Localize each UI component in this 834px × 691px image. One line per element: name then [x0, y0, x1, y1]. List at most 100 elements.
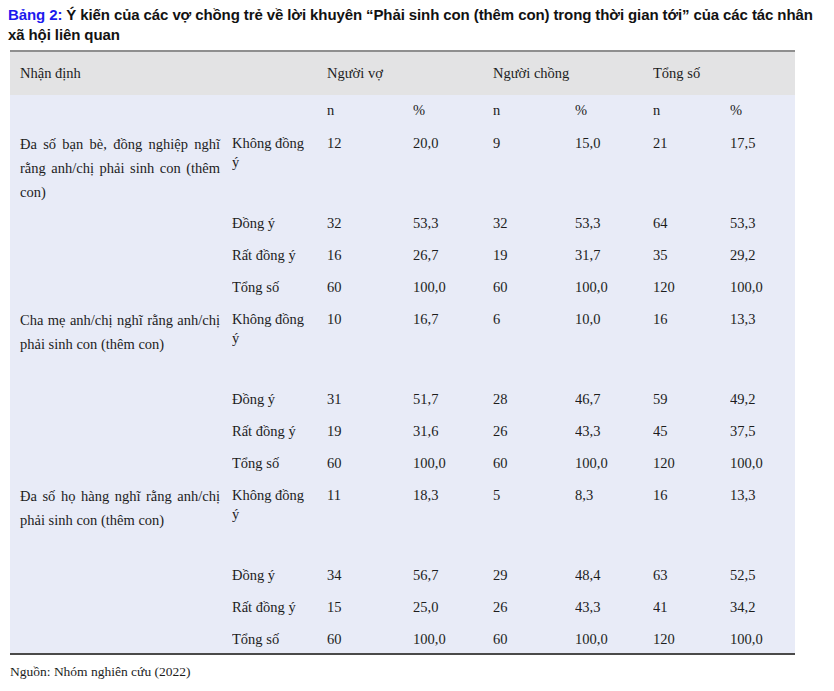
value-cell: 15: [327, 590, 413, 622]
row-label-cell: Đồng ý: [232, 382, 327, 414]
column-header-husband-n: n: [493, 95, 575, 126]
value-cell: 26: [493, 590, 575, 622]
value-cell: 64: [653, 206, 730, 238]
value-cell: 31: [327, 382, 413, 414]
value-cell: 11: [327, 478, 413, 558]
value-cell: 100,0: [730, 270, 795, 302]
value-cell: 53,3: [413, 206, 493, 238]
value-cell: 60: [493, 446, 575, 478]
column-header-total: Tổng số: [653, 51, 795, 95]
value-cell: 6: [493, 302, 575, 382]
value-cell: 53,3: [575, 206, 653, 238]
row-label-cell: Không đồng ý: [232, 478, 327, 558]
value-cell: 25,0: [413, 590, 493, 622]
value-cell: 35: [653, 238, 730, 270]
table-header: Nhận định Người vợ Người chồng Tổng số n…: [10, 51, 795, 126]
row-label-text: Đồng ý: [232, 566, 275, 585]
column-header-wife-pct: %: [413, 95, 493, 126]
table-header-row-groups: Nhận định Người vợ Người chồng Tổng số: [10, 51, 795, 95]
value-cell: 52,5: [730, 558, 795, 590]
value-cell: 53,3: [730, 206, 795, 238]
value-cell: 100,0: [730, 446, 795, 478]
value-cell: 120: [653, 270, 730, 302]
value-cell: 29: [493, 558, 575, 590]
value-cell: 120: [653, 622, 730, 654]
row-label-text: Rất đồng ý: [232, 422, 296, 441]
row-label-cell: Đồng ý: [232, 206, 327, 238]
value-cell: 9: [493, 126, 575, 206]
value-cell: 17,5: [730, 126, 795, 206]
column-header-total-n: n: [653, 95, 730, 126]
table-row: Đa số bạn bè, đồng nghiệp nghĩ rằng anh/…: [10, 126, 795, 206]
value-cell: 60: [493, 270, 575, 302]
table-caption-text: Ý kiến của các vợ chồng trẻ về lời khuyê…: [8, 6, 813, 43]
value-cell: 100,0: [730, 622, 795, 654]
column-header-empty: [10, 95, 327, 126]
table-caption-label: Bảng 2:: [8, 6, 62, 23]
value-cell: 120: [653, 446, 730, 478]
value-cell: 43,3: [575, 414, 653, 446]
statement-cell: Đa số họ hàng nghĩ rằng anh/chị phải sin…: [10, 478, 232, 654]
row-label-text: Rất đồng ý: [232, 246, 296, 265]
row-label-text: Không đồng ý: [232, 486, 312, 524]
source-note: Nguồn: Nhóm nghiên cứu (2022): [10, 664, 824, 680]
value-cell: 5: [493, 478, 575, 558]
table-row: Cha mẹ anh/chị nghĩ rằng anh/chị phải si…: [10, 302, 795, 382]
column-header-husband: Người chồng: [493, 51, 653, 95]
value-cell: 31,6: [413, 414, 493, 446]
column-header-statement: Nhận định: [10, 51, 327, 95]
row-label-text: Tổng số: [232, 630, 279, 649]
row-label-text: Tổng số: [232, 278, 279, 297]
value-cell: 20,0: [413, 126, 493, 206]
row-label-cell: Rất đồng ý: [232, 238, 327, 270]
row-label-text: Rất đồng ý: [232, 598, 296, 617]
value-cell: 8,3: [575, 478, 653, 558]
column-header-total-pct: %: [730, 95, 795, 126]
row-label-text: Đồng ý: [232, 390, 275, 409]
value-cell: 63: [653, 558, 730, 590]
page: Bảng 2:Ý kiến của các vợ chồng trẻ về lờ…: [0, 0, 834, 680]
value-cell: 21: [653, 126, 730, 206]
value-cell: 45: [653, 414, 730, 446]
row-label-cell: Tổng số: [232, 446, 327, 478]
statement-cell: Cha mẹ anh/chị nghĩ rằng anh/chị phải si…: [10, 302, 232, 478]
column-header-wife: Người vợ: [327, 51, 493, 95]
value-cell: 19: [327, 414, 413, 446]
value-cell: 100,0: [575, 622, 653, 654]
row-label-text: Đồng ý: [232, 214, 275, 233]
value-cell: 48,4: [575, 558, 653, 590]
value-cell: 100,0: [575, 270, 653, 302]
value-cell: 100,0: [413, 622, 493, 654]
value-cell: 59: [653, 382, 730, 414]
value-cell: 26,7: [413, 238, 493, 270]
row-label-cell: Tổng số: [232, 622, 327, 654]
value-cell: 16,7: [413, 302, 493, 382]
value-cell: 41: [653, 590, 730, 622]
value-cell: 10,0: [575, 302, 653, 382]
value-cell: 13,3: [730, 478, 795, 558]
value-cell: 28: [493, 382, 575, 414]
value-cell: 34,2: [730, 590, 795, 622]
row-label-text: Không đồng ý: [232, 310, 312, 348]
value-cell: 60: [493, 622, 575, 654]
row-label-cell: Không đồng ý: [232, 126, 327, 206]
row-label-cell: Đồng ý: [232, 558, 327, 590]
value-cell: 31,7: [575, 238, 653, 270]
table-caption: Bảng 2:Ý kiến của các vợ chồng trẻ về lờ…: [8, 5, 822, 45]
row-label-cell: Rất đồng ý: [232, 414, 327, 446]
column-header-wife-n: n: [327, 95, 413, 126]
value-cell: 16: [653, 478, 730, 558]
value-cell: 18,3: [413, 478, 493, 558]
row-label-cell: Rất đồng ý: [232, 590, 327, 622]
column-header-husband-pct: %: [575, 95, 653, 126]
table-row: Đa số họ hàng nghĩ rằng anh/chị phải sin…: [10, 478, 795, 558]
value-cell: 16: [327, 238, 413, 270]
statistics-table: Nhận định Người vợ Người chồng Tổng số n…: [10, 50, 795, 655]
value-cell: 60: [327, 622, 413, 654]
value-cell: 10: [327, 302, 413, 382]
value-cell: 49,2: [730, 382, 795, 414]
value-cell: 16: [653, 302, 730, 382]
row-label-text: Không đồng ý: [232, 134, 312, 172]
value-cell: 60: [327, 270, 413, 302]
value-cell: 60: [327, 446, 413, 478]
